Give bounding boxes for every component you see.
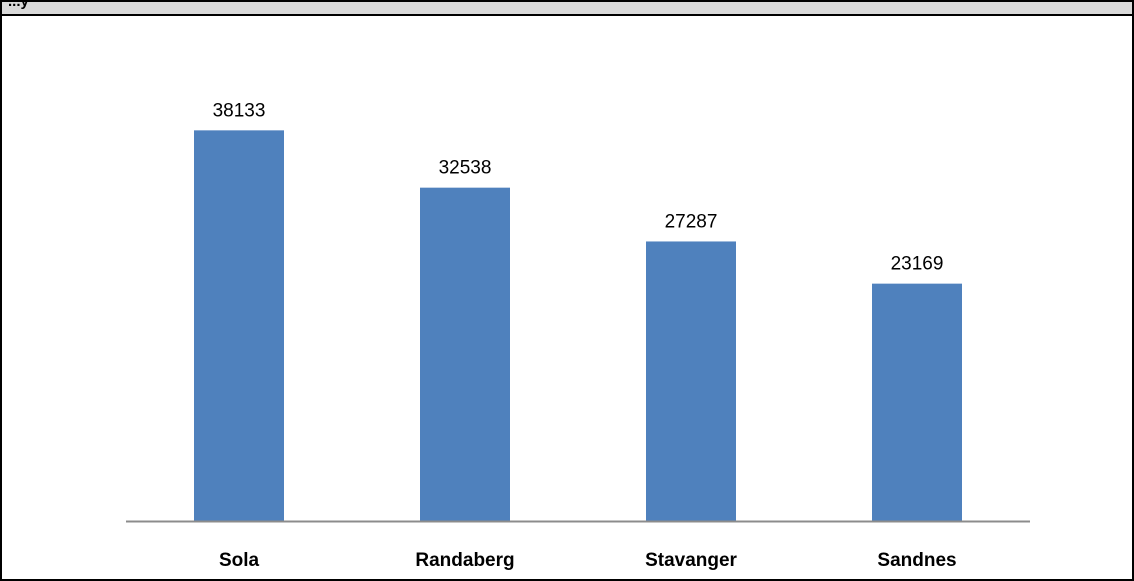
category-label-sola: Sola xyxy=(219,550,260,571)
data-label-randaberg: 32538 xyxy=(439,158,492,179)
category-label-randaberg: Randaberg xyxy=(415,550,514,571)
bar-stavanger xyxy=(646,241,736,521)
bar-sandnes xyxy=(872,283,962,521)
data-label-stavanger: 27287 xyxy=(665,211,718,232)
category-label-stavanger: Stavanger xyxy=(645,550,737,571)
header-text: ...y xyxy=(8,2,29,10)
data-label-sola: 38133 xyxy=(213,100,266,121)
header-strip: ...y xyxy=(2,2,1132,16)
category-label-sandnes: Sandnes xyxy=(877,550,956,571)
bar-sola xyxy=(194,130,284,521)
data-label-sandnes: 23169 xyxy=(891,254,944,275)
bar-randaberg xyxy=(420,187,510,521)
